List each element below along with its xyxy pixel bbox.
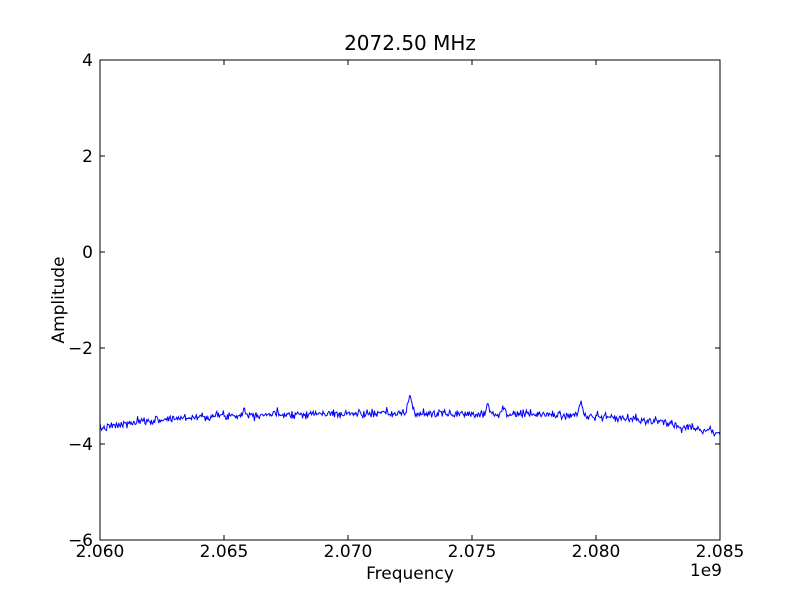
plot-title: 2072.50 MHz	[344, 31, 476, 55]
y-tick-label: −6	[68, 531, 93, 551]
axes-background	[100, 60, 720, 540]
x-axis-offset-label: 1e9	[690, 561, 722, 581]
x-tick-label: 2.075	[448, 542, 497, 562]
x-axis-ticks: 2.060 2.065 2.070 2.075 2.080 2.085	[76, 60, 745, 562]
y-tick-label: 0	[82, 243, 93, 263]
spectrum-line	[99, 394, 721, 438]
y-axis-label: Amplitude	[49, 256, 69, 343]
x-axis-label: Frequency	[366, 564, 454, 584]
y-tick-label: 4	[82, 51, 93, 71]
x-tick-label: 2.060	[76, 542, 125, 562]
y-tick-label: −4	[68, 435, 93, 455]
x-tick-label: 2.085	[696, 542, 745, 562]
axes-spines	[99, 59, 721, 541]
y-tick-label: −2	[68, 339, 93, 359]
x-tick-label: 2.080	[572, 542, 621, 562]
y-axis-ticks: 4 2 0 −2 −4 −6	[68, 51, 720, 551]
x-tick-label: 2.065	[200, 542, 249, 562]
y-tick-label: 2	[82, 147, 93, 167]
x-tick-label: 2.070	[324, 542, 373, 562]
